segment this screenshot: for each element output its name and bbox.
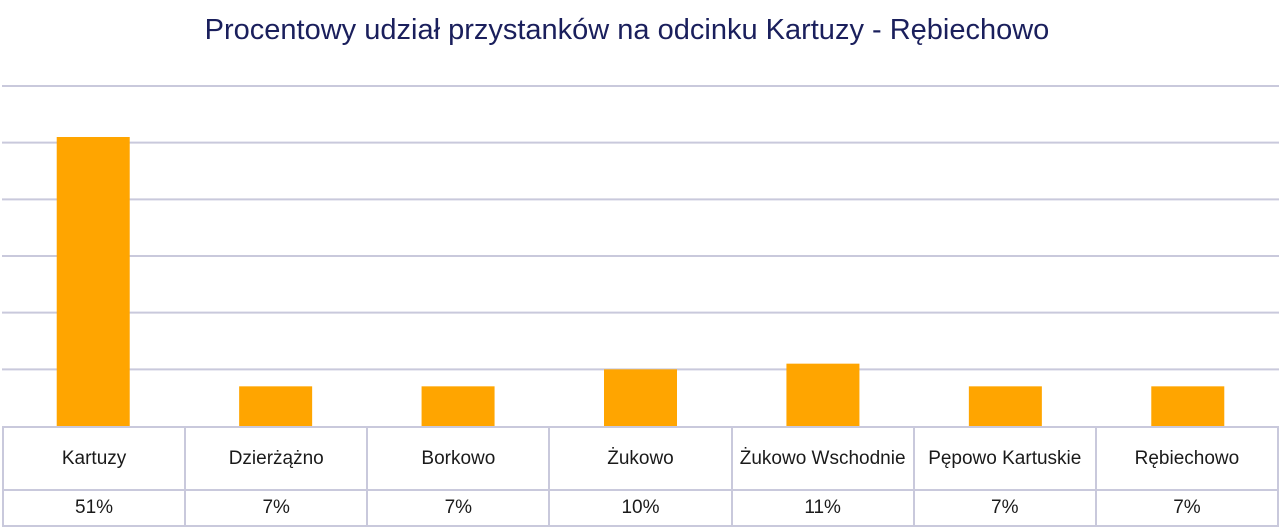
category-label-1: Dzierżążno [184, 426, 369, 491]
value-label-4: 11% [730, 489, 915, 527]
category-label-2: Borkowo [366, 426, 551, 491]
category-row: Kartuzy Dzierżążno Borkowo Żukowo Żukowo Wsc… [1, 426, 1280, 491]
bar-0 [56, 137, 130, 426]
value-label-0: 51% [1, 489, 187, 527]
value-label-2: 7% [366, 489, 551, 527]
category-label-5: Pępowo Kartuskie [912, 426, 1097, 491]
value-label-3: 10% [548, 489, 733, 527]
value-label-6: 7% [1094, 489, 1280, 527]
bar-3 [604, 369, 677, 426]
category-label-0: Kartuzy [1, 426, 187, 491]
bar-2 [421, 386, 495, 426]
category-label-4: Żukowo Wschodnie [730, 426, 915, 491]
value-row: 51% 7% 7% 10% 11% 7% 7% [1, 489, 1280, 527]
gridlines [2, 85, 1279, 371]
value-label-5: 7% [912, 489, 1097, 527]
bar-1 [239, 386, 313, 426]
data-table: Kartuzy Dzierżążno Borkowo Żukowo Żukowo Wsc… [1, 426, 1280, 527]
bar-5 [968, 386, 1042, 426]
category-label-3: Żukowo [548, 426, 733, 491]
bars [56, 137, 1225, 426]
chart-title: Procentowy udział przystanków na odcinku… [204, 14, 1050, 46]
bar-6 [1151, 386, 1225, 426]
value-label-1: 7% [184, 489, 369, 527]
bar-4 [786, 363, 860, 426]
category-label-6: Rębiechowo [1094, 426, 1280, 491]
chart-plot [2, 85, 1279, 426]
